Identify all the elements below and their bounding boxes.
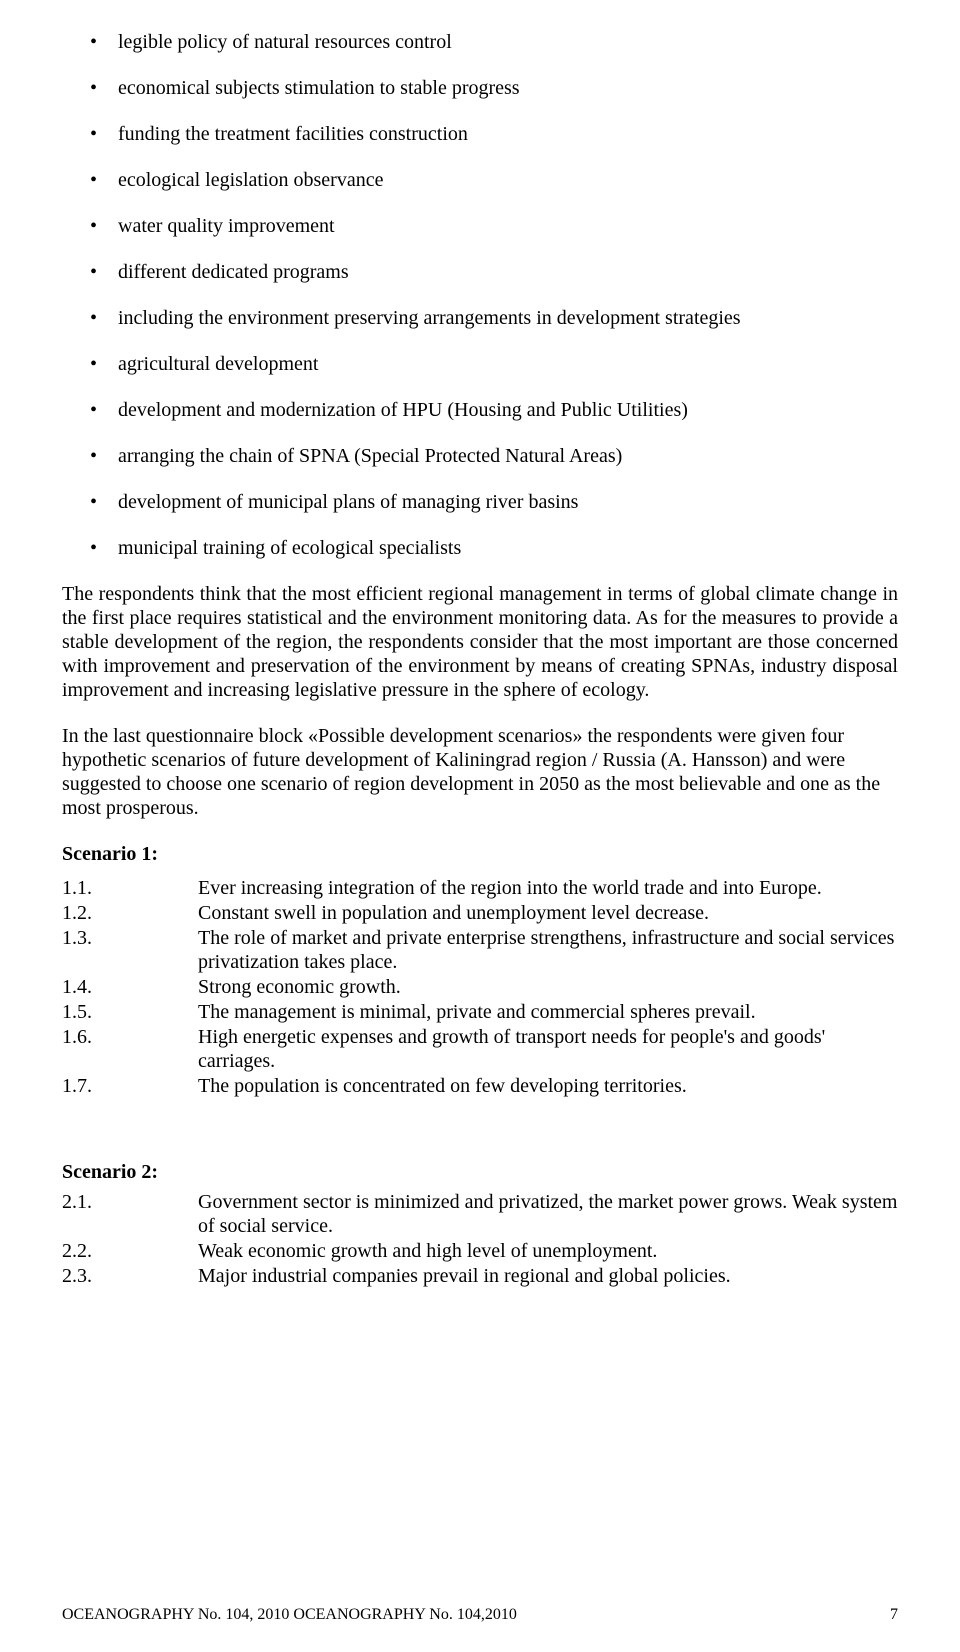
- list-item: different dedicated programs: [62, 260, 898, 284]
- bullet-list: legible policy of natural resources cont…: [62, 30, 898, 560]
- item-number: 2.1.: [62, 1190, 198, 1238]
- numbered-item: 1.1.Ever increasing integration of the r…: [62, 876, 898, 900]
- list-item-text: ecological legislation observance: [118, 169, 383, 191]
- numbered-item: 1.2.Constant swell in population and une…: [62, 901, 898, 925]
- list-item: legible policy of natural resources cont…: [62, 30, 898, 54]
- list-item-text: different dedicated programs: [118, 261, 349, 283]
- numbered-item: 1.3.The role of market and private enter…: [62, 926, 898, 974]
- item-text: High energetic expenses and growth of tr…: [198, 1025, 898, 1073]
- item-number: 1.6.: [62, 1025, 198, 1073]
- list-item-text: water quality improvement: [118, 215, 335, 237]
- numbered-item: 2.2.Weak economic growth and high level …: [62, 1239, 898, 1263]
- list-item-text: development and modernization of HPU (Ho…: [118, 399, 688, 421]
- numbered-item: 2.3.Major industrial companies prevail i…: [62, 1264, 898, 1288]
- list-item: municipal training of ecological special…: [62, 536, 898, 560]
- item-number: 1.1.: [62, 876, 198, 900]
- list-item-text: arranging the chain of SPNA (Special Pro…: [118, 445, 622, 467]
- scenario2-list: 2.1.Government sector is minimized and p…: [62, 1190, 898, 1288]
- item-text: Strong economic growth.: [198, 975, 898, 999]
- list-item-text: legible policy of natural resources cont…: [118, 31, 452, 53]
- list-item: development of municipal plans of managi…: [62, 490, 898, 514]
- item-text: Weak economic growth and high level of u…: [198, 1239, 898, 1263]
- list-item-text: funding the treatment facilities constru…: [118, 123, 468, 145]
- footer-left: OCEANOGRAPHY No. 104, 2010 OCEANOGRAPHY …: [62, 1605, 517, 1624]
- scenario-heading: Scenario 2:: [62, 1160, 898, 1184]
- item-number: 1.5.: [62, 1000, 198, 1024]
- list-item: economical subjects stimulation to stabl…: [62, 76, 898, 100]
- item-number: 2.3.: [62, 1264, 198, 1288]
- item-number: 1.3.: [62, 926, 198, 974]
- item-text: Major industrial companies prevail in re…: [198, 1264, 898, 1288]
- item-text: Government sector is minimized and priva…: [198, 1190, 898, 1238]
- item-number: 1.4.: [62, 975, 198, 999]
- list-item-text: economical subjects stimulation to stabl…: [118, 77, 520, 99]
- list-item: including the environment preserving arr…: [62, 306, 898, 330]
- numbered-item: 1.4.Strong economic growth.: [62, 975, 898, 999]
- list-item: water quality improvement: [62, 214, 898, 238]
- list-item: arranging the chain of SPNA (Special Pro…: [62, 444, 898, 468]
- item-text: The management is minimal, private and c…: [198, 1000, 898, 1024]
- list-item: development and modernization of HPU (Ho…: [62, 398, 898, 422]
- page-footer: OCEANOGRAPHY No. 104, 2010 OCEANOGRAPHY …: [62, 1605, 898, 1624]
- numbered-item: 1.5.The management is minimal, private a…: [62, 1000, 898, 1024]
- list-item: funding the treatment facilities constru…: [62, 122, 898, 146]
- numbered-item: 1.7.The population is concentrated on fe…: [62, 1074, 898, 1098]
- item-number: 1.2.: [62, 901, 198, 925]
- numbered-item: 1.6.High energetic expenses and growth o…: [62, 1025, 898, 1073]
- paragraph: In the last questionnaire block «Possibl…: [62, 724, 898, 820]
- page: legible policy of natural resources cont…: [0, 0, 960, 1652]
- paragraph: The respondents think that the most effi…: [62, 582, 898, 702]
- list-item-text: development of municipal plans of managi…: [118, 491, 578, 513]
- item-text: Ever increasing integration of the regio…: [198, 876, 898, 900]
- page-number: 7: [890, 1605, 898, 1624]
- item-text: Constant swell in population and unemplo…: [198, 901, 898, 925]
- item-number: 2.2.: [62, 1239, 198, 1263]
- list-item-text: including the environment preserving arr…: [118, 307, 741, 329]
- list-item: ecological legislation observance: [62, 168, 898, 192]
- scenario1-list: 1.1.Ever increasing integration of the r…: [62, 876, 898, 1098]
- item-number: 1.7.: [62, 1074, 198, 1098]
- numbered-item: 2.1.Government sector is minimized and p…: [62, 1190, 898, 1238]
- item-text: The role of market and private enterpris…: [198, 926, 898, 974]
- item-text: The population is concentrated on few de…: [198, 1074, 898, 1098]
- list-item-text: agricultural development: [118, 353, 318, 375]
- scenario-heading: Scenario 1:: [62, 842, 898, 866]
- list-item: agricultural development: [62, 352, 898, 376]
- list-item-text: municipal training of ecological special…: [118, 537, 461, 559]
